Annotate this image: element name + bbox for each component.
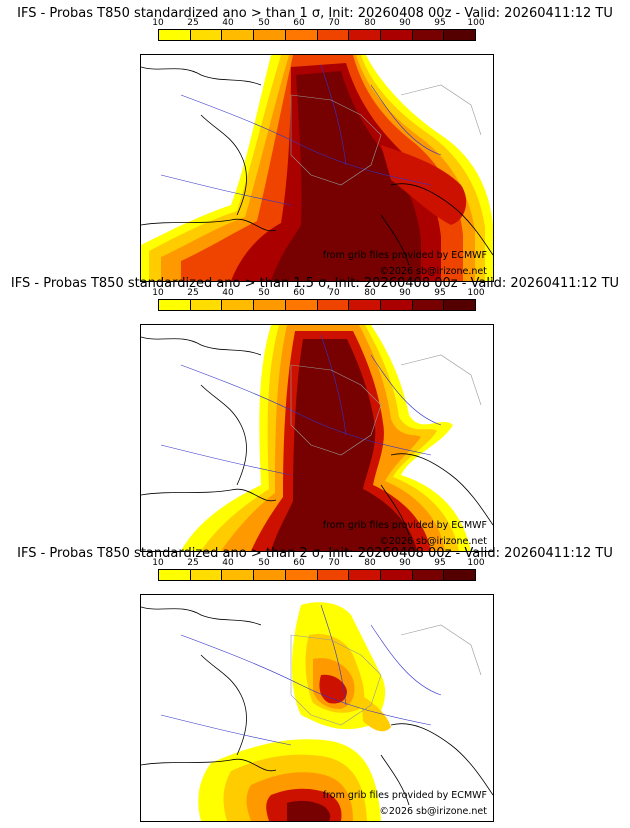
colorbar-swatch (254, 570, 286, 580)
colorbar-tick: 90 (399, 558, 411, 568)
colorbar-tick: 50 (258, 288, 270, 298)
colorbar-swatch (317, 300, 350, 310)
colorbar-swatch (317, 570, 350, 580)
probability-map: from grib files provided by ECMWF ©2026 … (140, 54, 494, 282)
colorbar-swatch (222, 30, 255, 40)
colorbar-tick: 40 (222, 18, 234, 28)
colorbar-ticks: 10 25 40 50 60 70 80 90 95 100 (152, 288, 484, 299)
colorbar-tick: 90 (399, 18, 411, 28)
colorbar-swatch (317, 30, 350, 40)
copyright-credit: ©2026 sb@irizone.net (379, 536, 487, 547)
colorbar-tick: 40 (222, 558, 234, 568)
copyright-credit: ©2026 sb@irizone.net (379, 266, 487, 277)
probability-shading (198, 602, 391, 821)
colorbar-swatch (444, 570, 476, 580)
colorbar-tick: 50 (258, 18, 270, 28)
colorbar-swatch (190, 300, 223, 310)
colorbar-swatch (285, 570, 318, 580)
colorbar-tick: 25 (187, 18, 199, 28)
colorbar-tick: 70 (328, 18, 340, 28)
panel-title: IFS - Probas T850 standardized ano > tha… (17, 6, 613, 21)
colorbar (158, 569, 476, 581)
source-credit: from grib files provided by ECMWF (322, 790, 487, 801)
colorbar-swatch (412, 300, 445, 310)
colorbar-tick: 80 (364, 288, 376, 298)
colorbar-tick: 100 (467, 288, 485, 298)
probability-map: from grib files provided by ECMWF ©2026 … (140, 324, 494, 552)
colorbar-swatch (254, 300, 286, 310)
colorbar-tick: 10 (152, 558, 164, 568)
colorbar-tick: 50 (258, 558, 270, 568)
colorbar-tick: 25 (187, 558, 199, 568)
colorbar-swatch (190, 30, 223, 40)
colorbar-swatch (380, 30, 413, 40)
colorbar-tick: 95 (434, 288, 446, 298)
panel-1: IFS - Probas T850 standardized ano > tha… (0, 6, 630, 282)
colorbar-swatch (349, 30, 381, 40)
colorbar-tick: 25 (187, 288, 199, 298)
colorbar-swatch (159, 300, 191, 310)
borders (290, 624, 482, 726)
colorbar-swatch (254, 30, 286, 40)
colorbar-swatch (285, 300, 318, 310)
colorbar-tick: 10 (152, 288, 164, 298)
source-credit: from grib files provided by ECMWF (322, 250, 487, 261)
coastlines (141, 606, 493, 806)
colorbar-swatch (349, 300, 381, 310)
colorbar-swatch (444, 30, 476, 40)
colorbar-tick: 80 (364, 18, 376, 28)
colorbar-swatch (159, 570, 191, 580)
colorbar-ticks: 10 25 40 50 60 70 80 90 95 100 (152, 558, 484, 569)
colorbar (158, 29, 476, 41)
coastlines (141, 66, 493, 266)
panel-title: IFS - Probas T850 standardized ano > tha… (10, 276, 620, 291)
colorbar-ticks: 10 25 40 50 60 70 80 90 95 100 (152, 18, 484, 29)
borders (290, 84, 482, 186)
rivers (160, 334, 442, 476)
colorbar-tick: 60 (293, 558, 305, 568)
rivers (160, 604, 442, 746)
panel-3: IFS - Probas T850 standardized ano > tha… (0, 546, 630, 822)
colorbar-tick: 95 (434, 18, 446, 28)
source-credit: from grib files provided by ECMWF (322, 520, 487, 531)
copyright-credit: ©2026 sb@irizone.net (379, 806, 487, 817)
colorbar-tick: 40 (222, 288, 234, 298)
colorbar-tick: 70 (328, 288, 340, 298)
colorbar-tick: 10 (152, 18, 164, 28)
colorbar-swatch (412, 570, 445, 580)
rivers (160, 64, 442, 206)
colorbar-swatch (222, 300, 255, 310)
probability-map: from grib files provided by ECMWF ©2026 … (140, 594, 494, 822)
colorbar-tick: 60 (293, 288, 305, 298)
colorbar-swatch (380, 300, 413, 310)
colorbar-tick: 90 (399, 288, 411, 298)
colorbar-tick: 70 (328, 558, 340, 568)
colorbar-swatch (159, 30, 191, 40)
probability-shading (141, 55, 493, 281)
panel-title: IFS - Probas T850 standardized ano > tha… (17, 546, 613, 561)
colorbar-swatch (380, 570, 413, 580)
colorbar-tick: 100 (467, 18, 485, 28)
colorbar-tick: 60 (293, 18, 305, 28)
panel-2: IFS - Probas T850 standardized ano > tha… (0, 276, 630, 552)
colorbar-swatch (412, 30, 445, 40)
colorbar-tick: 100 (467, 558, 485, 568)
colorbar-swatch (285, 30, 318, 40)
borders (290, 354, 482, 456)
colorbar-swatch (222, 570, 255, 580)
colorbar-swatch (444, 300, 476, 310)
colorbar-tick: 80 (364, 558, 376, 568)
probability-shading (181, 325, 471, 551)
coastlines (141, 336, 493, 536)
colorbar-swatch (349, 570, 381, 580)
colorbar (158, 299, 476, 311)
colorbar-tick: 95 (434, 558, 446, 568)
colorbar-swatch (190, 570, 223, 580)
